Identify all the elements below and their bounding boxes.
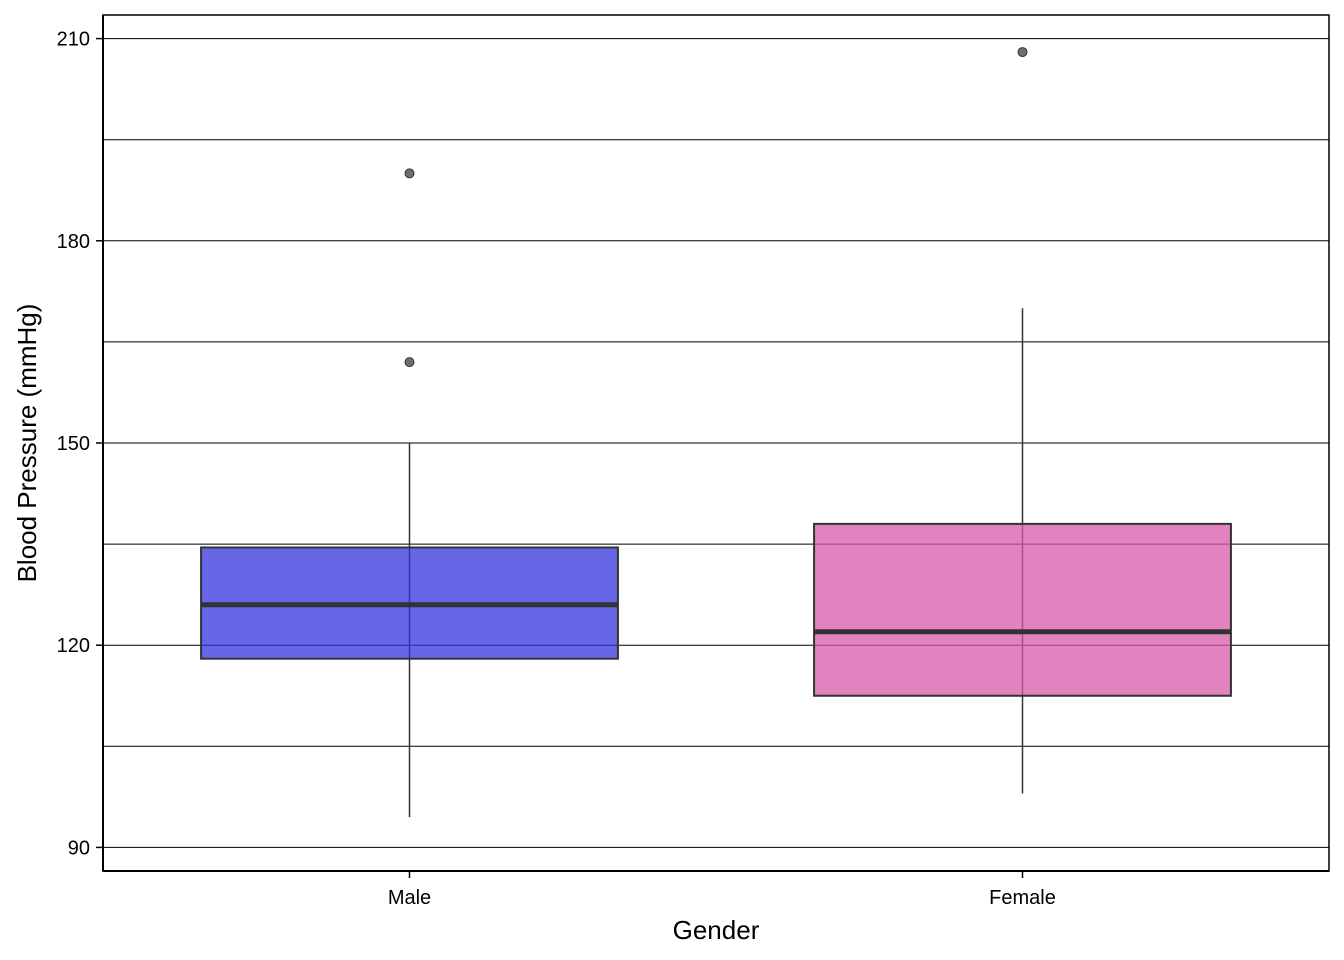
y-tick-label: 120 xyxy=(57,635,90,657)
male-outlier-point xyxy=(404,357,415,368)
grid-layer xyxy=(103,38,1329,848)
x-axis-title: Gender xyxy=(673,915,760,945)
y-tick-label: 90 xyxy=(68,837,90,859)
x-tick-label: Female xyxy=(989,887,1056,909)
y-axis-title: Blood Pressure (mmHg) xyxy=(12,304,42,583)
y-tick-label: 150 xyxy=(57,433,90,455)
male-outlier-point xyxy=(404,168,415,179)
y-tick-label: 210 xyxy=(57,29,90,51)
x-tick-layer: Male Female xyxy=(388,871,1056,909)
female-box xyxy=(813,522,1232,697)
female-outlier-point xyxy=(1017,47,1028,58)
box-layer xyxy=(200,47,1232,818)
x-tick-label: Male xyxy=(388,887,431,909)
y-tick-label: 180 xyxy=(57,231,90,253)
y-tick-layer: 90 120 150 180 210 xyxy=(57,29,103,859)
